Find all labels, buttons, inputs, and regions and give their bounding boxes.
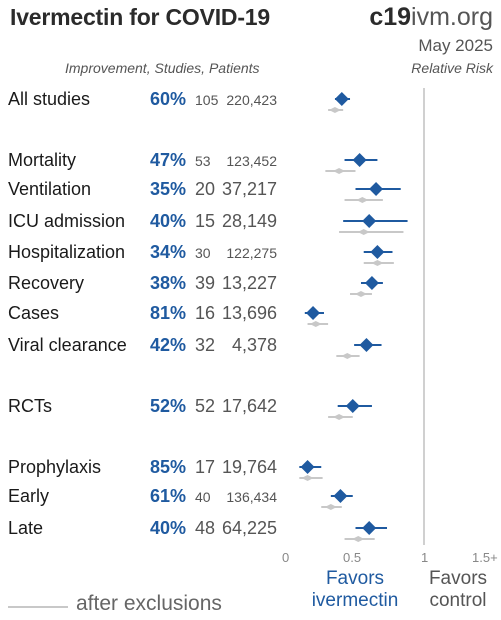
estimate-diamond xyxy=(345,399,360,413)
report-date: May 2025 xyxy=(418,36,493,55)
row-label: ICU admission xyxy=(8,211,126,231)
row-patients: 4,378 xyxy=(231,335,277,355)
estimate-diamond xyxy=(370,245,385,259)
row-patients: 123,452 xyxy=(226,153,277,169)
columns-header: Improvement, Studies, Patients xyxy=(65,60,260,76)
estimate-diamond xyxy=(306,306,321,320)
row-improvement: 81% xyxy=(150,303,187,323)
row-improvement: 42% xyxy=(150,335,187,355)
row-studies: 32 xyxy=(195,335,216,355)
row-patients: 13,696 xyxy=(221,303,277,323)
row-studies: 30 xyxy=(195,245,211,261)
row-patients: 220,423 xyxy=(226,92,277,108)
row-label: Prophylaxis xyxy=(8,457,102,477)
row-label: Mortality xyxy=(8,150,77,170)
exclusion-legend-label: after exclusions xyxy=(76,592,222,615)
row-improvement: 47% xyxy=(150,150,187,170)
exclusion-marker xyxy=(324,504,337,510)
estimate-diamond xyxy=(359,338,374,352)
exclusion-marker xyxy=(333,414,346,420)
chart-title: Ivermectin for COVID-19 xyxy=(10,4,270,30)
row-patients: 64,225 xyxy=(221,518,277,538)
estimate-diamond xyxy=(333,489,348,503)
favors-right-line2: control xyxy=(429,590,487,611)
row-label: Recovery xyxy=(8,273,85,293)
row-label: Hospitalization xyxy=(8,242,126,262)
row-studies: 39 xyxy=(195,273,216,293)
estimate-diamond xyxy=(334,92,349,106)
row-patients: 136,434 xyxy=(226,489,277,505)
exclusion-marker xyxy=(352,536,365,542)
row-improvement: 38% xyxy=(150,273,187,293)
row-improvement: 40% xyxy=(150,518,187,538)
exclusion-marker xyxy=(333,168,346,174)
x-tick: 1.5+ xyxy=(472,550,498,565)
row-patients: 13,227 xyxy=(221,273,277,293)
exclusion-marker xyxy=(341,353,354,359)
brand-bold: c19 xyxy=(369,3,412,31)
row-studies: 53 xyxy=(195,153,211,169)
row-improvement: 61% xyxy=(150,486,187,506)
x-tick: 1 xyxy=(421,550,429,565)
site-brand: c19ivm.org xyxy=(369,3,493,32)
row-patients: 17,642 xyxy=(221,396,277,416)
row-studies: 52 xyxy=(195,396,216,416)
exclusion-marker xyxy=(328,107,341,113)
row-studies: 17 xyxy=(195,457,216,477)
estimate-diamond xyxy=(362,214,377,228)
row-label: All studies xyxy=(8,89,91,109)
risk-header: Relative Risk xyxy=(411,60,493,76)
row-studies: 105 xyxy=(195,92,219,108)
estimate-diamond xyxy=(364,276,379,290)
row-improvement: 40% xyxy=(150,211,187,231)
exclusion-marker xyxy=(356,197,369,203)
row-label: Cases xyxy=(8,303,60,323)
row-label: Viral clearance xyxy=(8,335,127,355)
exclusion-marker xyxy=(371,260,384,266)
row-patients: 28,149 xyxy=(221,211,277,231)
row-label: RCTs xyxy=(8,396,52,416)
estimate-diamond xyxy=(369,182,384,196)
row-improvement: 52% xyxy=(150,396,187,416)
exclusion-marker xyxy=(357,229,370,235)
estimate-diamond xyxy=(300,460,315,474)
row-patients: 19,764 xyxy=(221,457,277,477)
x-tick: 0 xyxy=(282,550,290,565)
row-patients: 122,275 xyxy=(226,245,277,261)
x-tick: 0.5 xyxy=(343,550,362,565)
brand-rest: ivm.org xyxy=(411,3,493,31)
row-studies: 20 xyxy=(195,179,216,199)
row-studies: 40 xyxy=(195,489,211,505)
row-label: Late xyxy=(8,518,44,538)
row-studies: 48 xyxy=(195,518,216,538)
row-label: Ventilation xyxy=(8,179,92,199)
favors-control: Favors control xyxy=(418,568,498,612)
row-patients: 37,217 xyxy=(221,179,277,199)
row-studies: 15 xyxy=(195,211,216,231)
row-improvement: 34% xyxy=(150,242,187,262)
row-improvement: 35% xyxy=(150,179,187,199)
estimate-diamond xyxy=(362,521,377,535)
exclusion-marker xyxy=(354,291,367,297)
estimate-diamond xyxy=(352,153,367,167)
exclusion-legend-line xyxy=(8,606,68,608)
exclusion-marker xyxy=(309,321,322,327)
favors-right-line1: Favors xyxy=(428,568,488,589)
favors-ivermectin: Favors ivermectin xyxy=(310,568,400,612)
row-studies: 16 xyxy=(195,303,216,323)
row-label: Early xyxy=(8,486,50,506)
row-improvement: 60% xyxy=(150,89,187,109)
exclusion-marker xyxy=(301,475,314,481)
favors-left-line1: Favors xyxy=(325,568,385,589)
favors-left-line2: ivermectin xyxy=(311,590,399,611)
row-improvement: 85% xyxy=(150,457,187,477)
